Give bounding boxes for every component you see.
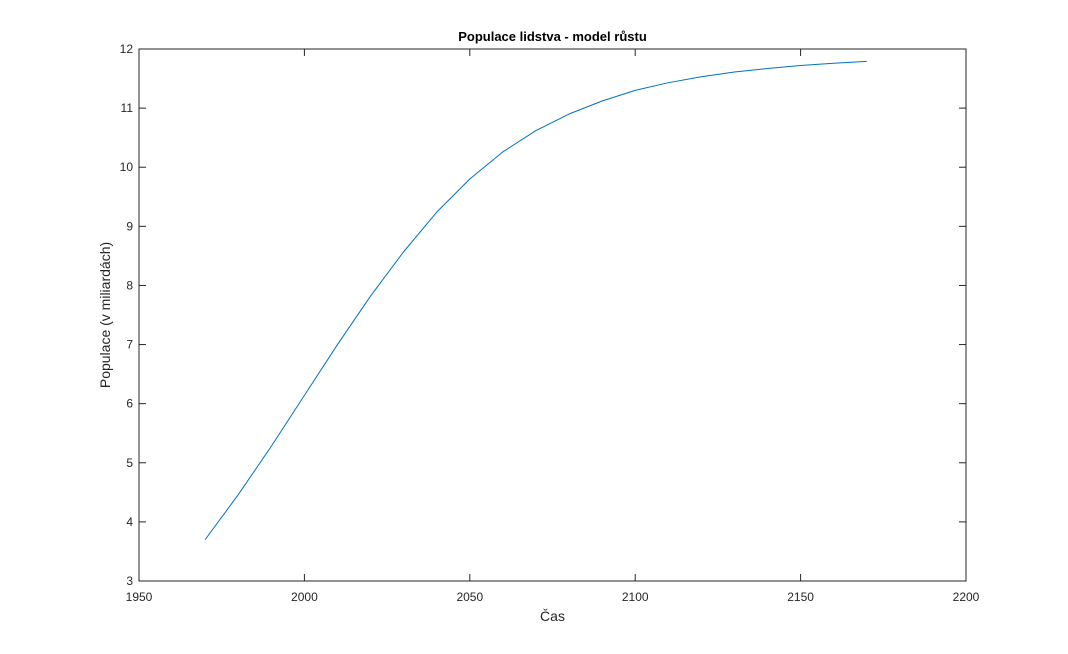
y-tick-label: 7 xyxy=(126,338,133,352)
x-tick-label: 2150 xyxy=(787,590,814,604)
y-tick-label: 5 xyxy=(126,456,133,470)
y-axis-ticks: 3 4 5 6 7 8 9 10 11 12 xyxy=(120,42,966,588)
x-tick-label: 2000 xyxy=(291,590,318,604)
plot-area xyxy=(138,48,967,582)
y-tick-label: 11 xyxy=(121,101,134,115)
population-series-line xyxy=(204,60,867,540)
x-tick-label: 1950 xyxy=(126,590,153,604)
x-tick-label: 2050 xyxy=(456,590,483,604)
x-tick-label: 2200 xyxy=(953,590,980,604)
y-tick-label: 6 xyxy=(126,397,133,411)
y-tick-label: 3 xyxy=(126,574,133,588)
chart-title: Populace lidstva - model růstu xyxy=(458,29,647,44)
y-tick-label: 12 xyxy=(120,42,134,56)
series-layer xyxy=(204,60,867,540)
x-tick-label: 2100 xyxy=(622,590,649,604)
x-axis-label: Čas xyxy=(540,608,565,624)
y-tick-label: 9 xyxy=(126,219,133,233)
y-axis-label: Populace (v miliardách) xyxy=(97,242,113,388)
y-tick-label: 8 xyxy=(126,278,133,292)
y-tick-label: 10 xyxy=(120,160,134,174)
x-axis-ticks: 1950 2000 2050 2100 2150 2200 xyxy=(126,49,980,604)
y-tick-label: 4 xyxy=(126,515,133,529)
